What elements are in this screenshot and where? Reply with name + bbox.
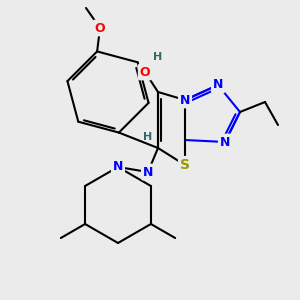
Text: N: N xyxy=(180,94,190,106)
Text: H: H xyxy=(153,52,163,62)
Text: O: O xyxy=(95,22,105,34)
Text: O: O xyxy=(140,65,150,79)
Text: H: H xyxy=(143,132,153,142)
Text: N: N xyxy=(113,160,123,173)
Text: S: S xyxy=(180,158,190,172)
Text: N: N xyxy=(220,136,230,148)
Text: N: N xyxy=(143,166,153,178)
Text: N: N xyxy=(213,79,223,92)
